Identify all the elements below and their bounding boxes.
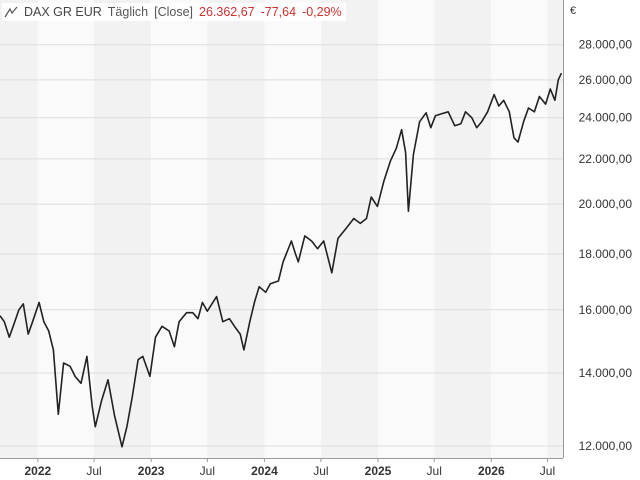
band-0 (0, 0, 38, 458)
line-chart-icon (4, 6, 18, 18)
band-2 (94, 0, 152, 458)
x-tick-label: 2025 (365, 464, 392, 478)
x-axis-labels: 2022 Jul 2023 Jul 2024 Jul 2025 Jul 2026 Jul (25, 458, 555, 478)
x-tick-label: 2023 (138, 464, 165, 478)
grid-lines (0, 44, 563, 447)
x-tick-label: Jul (200, 464, 215, 478)
y-tick-label: 20.000,00 (579, 197, 633, 211)
x-tick-label: Jul (86, 464, 101, 478)
y-tick-label: 18.000,00 (579, 247, 633, 261)
chart-header: DAX GR EUR Täglich [Close] 26.362,67 -77… (2, 3, 346, 21)
series-line[interactable] (0, 72, 563, 448)
x-tick-label: 2024 (251, 464, 278, 478)
y-tick-label: 26.000,00 (579, 73, 633, 87)
band-4 (207, 0, 265, 458)
x-tick-label: Jul (427, 464, 442, 478)
band-9 (491, 0, 548, 458)
y-tick-label: 12.000,00 (579, 439, 633, 453)
y-tick-label: 24.000,00 (579, 111, 633, 125)
background-bands (0, 0, 563, 458)
interval-label: Täglich (107, 5, 149, 19)
instrument-name: DAX GR EUR (24, 5, 102, 19)
band-5 (264, 0, 321, 458)
band-8 (434, 0, 492, 458)
band-1 (37, 0, 95, 458)
price-change-percent: -0,29% (302, 5, 342, 19)
band-3 (151, 0, 208, 458)
y-axis-labels: 12.000,00 14.000,00 16.000,00 18.000,00 20.0… (579, 38, 633, 453)
y-tick-label: 16.000,00 (579, 303, 633, 317)
band-10 (547, 0, 563, 458)
y-tick-label: 22.000,00 (579, 152, 633, 166)
price-change: -77,64 (260, 5, 297, 19)
price-type-label: [Close] (154, 5, 193, 19)
band-6 (320, 0, 379, 458)
currency-label: € (570, 5, 576, 17)
band-7 (378, 0, 435, 458)
y-tick-label: 14.000,00 (579, 366, 633, 380)
last-price: 26.362,67 (199, 5, 255, 19)
x-tick-label: 2022 (25, 464, 52, 478)
y-tick-label: 28.000,00 (579, 38, 633, 52)
x-tick-label: Jul (540, 464, 555, 478)
x-tick-label: 2026 (478, 464, 505, 478)
x-tick-label: Jul (313, 464, 328, 478)
